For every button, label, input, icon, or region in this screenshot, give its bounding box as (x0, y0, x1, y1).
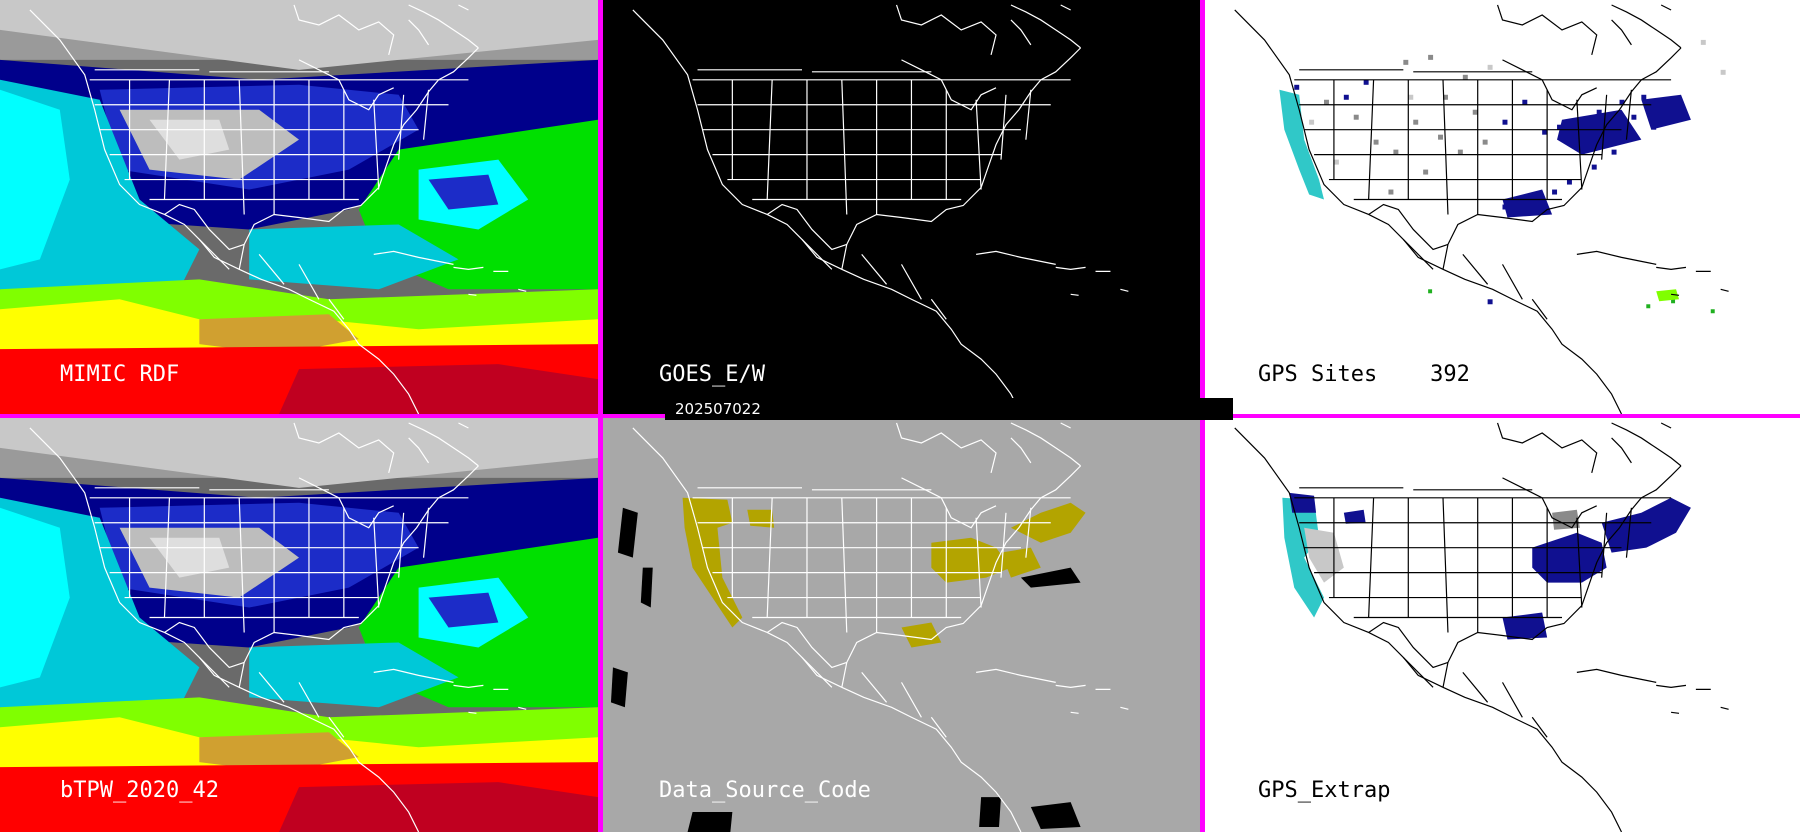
panel-label-goes-ew: GOES_E/W (659, 362, 765, 387)
timestamp-label: 202507022 (675, 400, 761, 418)
gps-extrap-map (1205, 418, 1800, 832)
panel-label-data-source-code: Data_Source_Code (659, 778, 871, 803)
panel-label-mimic-rdf: MIMIC RDF (60, 362, 180, 387)
data-source-map (603, 418, 1200, 832)
panel-label-gps-sites: GPS Sites 392 (1258, 362, 1470, 387)
outline-map-goes (603, 0, 1200, 414)
panel-btpw: bTPW_2020_42 (0, 418, 598, 832)
panel-gps-sites: GPS Sites 392 (1205, 0, 1800, 414)
panel-goes-ew: GOES_E/W (603, 0, 1200, 414)
panel-gps-extrap: GPS_Extrap (1205, 418, 1800, 832)
timestamp-bar: 202507022 (665, 398, 1233, 420)
tpw-map-mimic (0, 0, 598, 414)
gps-sites-map (1205, 0, 1800, 414)
panel-mimic-rdf: MIMIC RDF (0, 0, 598, 414)
tpw-map-btpw (0, 418, 598, 832)
panel-data-source-code: Data_Source_Code (603, 418, 1200, 832)
panel-label-btpw: bTPW_2020_42 (60, 778, 219, 803)
panel-label-gps-extrap: GPS_Extrap (1258, 778, 1391, 803)
